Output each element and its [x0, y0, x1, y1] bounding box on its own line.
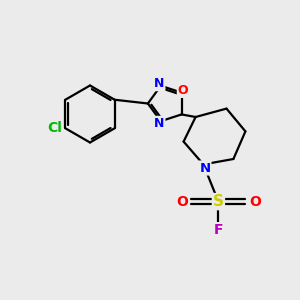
Text: F: F — [214, 223, 223, 237]
Text: O: O — [249, 195, 261, 208]
Text: N: N — [199, 161, 211, 175]
Text: O: O — [178, 84, 188, 97]
Text: Cl: Cl — [47, 121, 62, 135]
Text: O: O — [176, 195, 188, 208]
Text: N: N — [154, 77, 164, 90]
Text: N: N — [154, 117, 164, 130]
Text: S: S — [213, 194, 224, 209]
